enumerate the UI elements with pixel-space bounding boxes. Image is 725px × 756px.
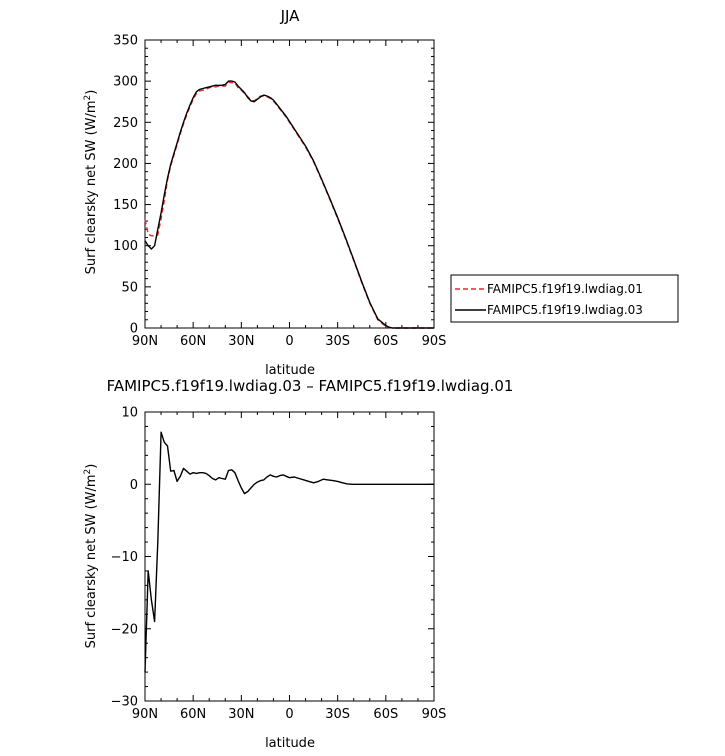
bottom-x-tick-label: 60N — [180, 707, 206, 722]
legend-label-lwdiag-03: FAMIPC5.f19f19.lwdiag.03 — [487, 303, 643, 317]
top-y-tick-label: 200 — [113, 157, 138, 172]
bottom-x-tick-label: 30N — [228, 707, 254, 722]
bottom-y-axis-label-superscript: 2 — [83, 469, 93, 475]
panel-top: JJA 90N 60N 30N 0 30S 60S 90S 0 50 100 150 200 250 30… — [83, 7, 446, 378]
top-x-axis-label: latitude — [265, 363, 315, 378]
bottom-y-tick-label: 0 — [130, 478, 138, 493]
bottom-x-axis-label: latitude — [265, 736, 315, 751]
bottom-chart-title: FAMIPC5.f19f19.lwdiag.03 – FAMIPC5.f19f1… — [107, 377, 514, 395]
top-series-line-2 — [144, 80, 434, 329]
top-y-tick-label: 150 — [113, 198, 138, 213]
top-y-axis-label-close: ) — [84, 90, 99, 95]
top-y-tick-label: 50 — [121, 280, 138, 295]
top-x-tick-label: 90N — [132, 334, 158, 349]
bottom-x-tick-label: 90S — [422, 707, 447, 722]
bottom-y-axis-label: Surf clearsky net SW (W/m2) — [83, 464, 99, 649]
top-y-axis-label-main: Surf clearsky net SW (W/m — [84, 100, 99, 274]
top-x-tick-label: 0 — [285, 334, 293, 349]
top-x-tick-label: 30N — [228, 334, 254, 349]
bottom-y-tick-label: −10 — [111, 550, 138, 565]
legend-box — [450, 274, 679, 323]
top-x-tick-label: 30S — [325, 334, 350, 349]
bottom-x-tick-label: 60S — [373, 707, 398, 722]
top-y-tick-label: 350 — [113, 34, 138, 49]
bottom-x-tick-label: 30S — [325, 707, 350, 722]
top-chart-title: JJA — [280, 7, 301, 25]
bottom-x-tick-label: 0 — [285, 707, 293, 722]
bottom-series-line-1 — [144, 431, 434, 673]
top-x-tick-label: 60S — [373, 334, 398, 349]
bottom-y-axis-label-close: ) — [84, 464, 99, 469]
bottom-y-tick-label: −20 — [111, 622, 138, 637]
top-x-tick-label: 90S — [422, 334, 447, 349]
legend: FAMIPC5.f19f19.lwdiag.01 FAMIPC5.f19f19.… — [450, 274, 679, 323]
top-y-tick-label: 0 — [130, 322, 138, 337]
top-y-tick-label: 250 — [113, 116, 138, 131]
top-y-tick-label: 100 — [113, 239, 138, 254]
top-y-axis-label: Surf clearsky net SW (W/m2) — [83, 90, 99, 275]
top-y-axis-label-superscript: 2 — [83, 95, 93, 101]
bottom-y-tick-label: −30 — [111, 695, 138, 710]
bottom-x-tick-label: 90N — [132, 707, 158, 722]
top-x-tick-label: 60N — [180, 334, 206, 349]
top-y-tick-label: 300 — [113, 75, 138, 90]
top-plot-area: 90N 60N 30N 0 30S 60S 90S 0 50 100 150 200 250 300 350 — [113, 34, 446, 350]
bottom-y-axis-label-main: Surf clearsky net SW (W/m — [84, 474, 99, 648]
bottom-y-tick-label: 10 — [121, 406, 138, 421]
bottom-plot-area: 90N 60N 30N 0 30S 60S 90S −30 −20 −10 0 10 — [111, 406, 447, 723]
legend-label-lwdiag-01: FAMIPC5.f19f19.lwdiag.01 — [487, 282, 643, 296]
panel-bottom: FAMIPC5.f19f19.lwdiag.03 – FAMIPC5.f19f1… — [83, 377, 513, 751]
